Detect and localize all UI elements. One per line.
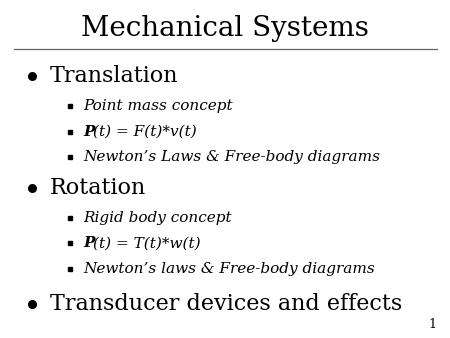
Text: Transducer devices and effects: Transducer devices and effects: [50, 293, 402, 315]
Text: Translation: Translation: [50, 65, 178, 87]
Text: Rigid body concept: Rigid body concept: [83, 211, 232, 225]
Text: Newton’s laws & Free-body diagrams: Newton’s laws & Free-body diagrams: [83, 262, 375, 276]
Text: (t) = F(t)*v(t): (t) = F(t)*v(t): [93, 125, 197, 139]
Text: P: P: [83, 236, 95, 250]
Text: (t) = T(t)*w(t): (t) = T(t)*w(t): [93, 236, 201, 250]
Text: 1: 1: [428, 318, 436, 331]
Text: Point mass concept: Point mass concept: [83, 99, 233, 114]
Text: Mechanical Systems: Mechanical Systems: [81, 15, 369, 42]
Text: Newton’s Laws & Free-body diagrams: Newton’s Laws & Free-body diagrams: [83, 150, 380, 164]
Text: Rotation: Rotation: [50, 176, 146, 199]
Text: P: P: [83, 125, 95, 139]
